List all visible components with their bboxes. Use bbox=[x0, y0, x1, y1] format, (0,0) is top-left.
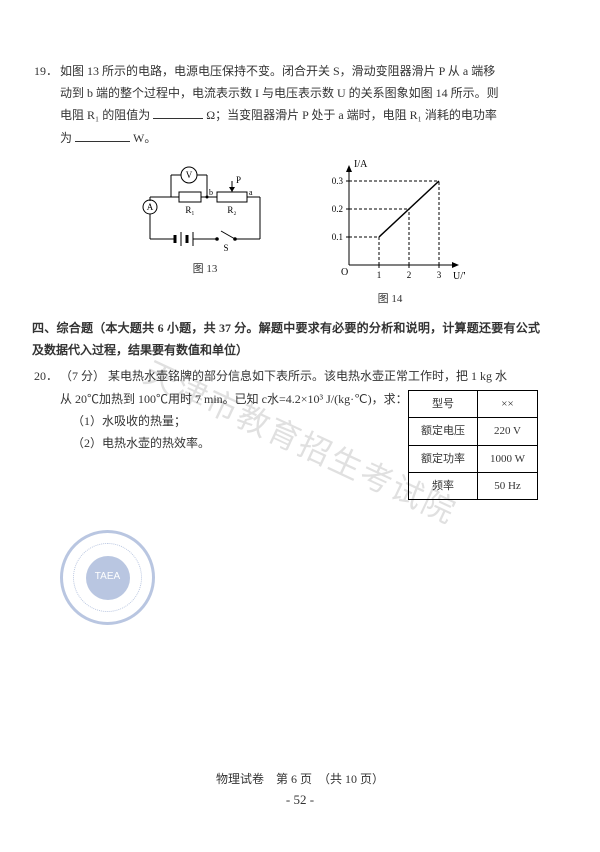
table-row: 频率50 Hz bbox=[409, 473, 538, 500]
table-cell: 额定功率 bbox=[409, 445, 478, 472]
svg-text:0.3: 0.3 bbox=[332, 176, 344, 186]
seal-text: TAEA bbox=[86, 556, 130, 600]
table-cell: 1000 W bbox=[478, 445, 538, 472]
graph-iv: I/A U/V O 0.1 0.2 0.3 1 2 3 bbox=[315, 157, 465, 287]
q20-points: （7 分） bbox=[60, 369, 105, 383]
kettle-spec-table: 型号××额定电压220 V额定功率1000 W频率50 Hz bbox=[408, 390, 538, 500]
svg-text:O: O bbox=[341, 267, 348, 278]
blank-resistance bbox=[153, 108, 203, 119]
page-number: - 52 - bbox=[0, 788, 600, 812]
figure-14-label: 图 14 bbox=[378, 289, 403, 309]
svg-text:b: b bbox=[209, 188, 213, 197]
seal-stamp: TAEA bbox=[60, 530, 155, 625]
svg-text:P: P bbox=[236, 175, 241, 185]
section-4-title: 四、综合题（本大题共 6 小题，共 37 分。解题中要求有必要的分析和说明，计算… bbox=[32, 317, 540, 361]
svg-text:3: 3 bbox=[437, 270, 442, 280]
svg-text:I/A: I/A bbox=[354, 159, 368, 170]
svg-text:V: V bbox=[186, 170, 193, 180]
q20-number: 20． bbox=[32, 365, 58, 387]
figures-row: A V R₁ R₂ Pa b S 图 13 I/A U/V O 0.1 0.2 0.3 1 2 3 图 14 bbox=[60, 157, 540, 309]
q19-line1: 如图 13 所示的电路，电源电压保持不变。闭合开关 S，滑动变阻器滑片 P 从 … bbox=[60, 64, 495, 78]
table-cell: ×× bbox=[478, 391, 538, 418]
question-19: 19． 如图 13 所示的电路，电源电压保持不变。闭合开关 S，滑动变阻器滑片 … bbox=[60, 60, 540, 149]
table-row: 型号×× bbox=[409, 391, 538, 418]
svg-text:0.2: 0.2 bbox=[332, 204, 343, 214]
svg-text:a: a bbox=[249, 188, 253, 197]
figure-14: I/A U/V O 0.1 0.2 0.3 1 2 3 图 14 bbox=[315, 157, 465, 309]
svg-text:R₁: R₁ bbox=[185, 205, 194, 215]
blank-power bbox=[75, 130, 130, 141]
table-cell: 220 V bbox=[478, 418, 538, 445]
q19-number: 19． bbox=[32, 60, 58, 82]
table-cell: 50 Hz bbox=[478, 473, 538, 500]
q19-line2: 动到 b 端的整个过程中，电流表示数 I 与电压表示数 U 的关系图象如图 14… bbox=[60, 86, 499, 100]
q19-line4a: 为 bbox=[60, 131, 72, 145]
q19-line3a: 电阻 R₁ 的阻值为 bbox=[60, 108, 150, 122]
table-row: 额定功率1000 W bbox=[409, 445, 538, 472]
q20-line2: 从 20℃加热到 100℃用时 7 min。已知 c水=4.2×10³ J/(k… bbox=[60, 392, 408, 406]
svg-text:A: A bbox=[147, 202, 154, 212]
table-cell: 额定电压 bbox=[409, 418, 478, 445]
table-cell: 频率 bbox=[409, 473, 478, 500]
q19-line3-unit: Ω；当变阻器滑片 P 处于 a 端时，电阻 R₁ 消耗的电功率 bbox=[206, 108, 497, 122]
footer-line: 物理试卷 第 6 页 （共 10 页） bbox=[0, 768, 600, 790]
circuit-diagram: A V R₁ R₂ Pa b S bbox=[135, 157, 275, 257]
q20-line1: 某电热水壶铭牌的部分信息如下表所示。该电热水壶正常工作时，把 1 kg 水 bbox=[108, 369, 507, 383]
svg-text:S: S bbox=[223, 243, 228, 253]
svg-text:1: 1 bbox=[377, 270, 382, 280]
table-row: 额定电压220 V bbox=[409, 418, 538, 445]
q19-line4-unit: W。 bbox=[133, 131, 156, 145]
figure-13-label: 图 13 bbox=[193, 259, 218, 279]
table-cell: 型号 bbox=[409, 391, 478, 418]
svg-text:2: 2 bbox=[407, 270, 412, 280]
svg-text:U/V: U/V bbox=[453, 271, 465, 282]
svg-text:R₂: R₂ bbox=[227, 205, 236, 215]
figure-13: A V R₁ R₂ Pa b S 图 13 bbox=[135, 157, 275, 309]
q19-body: 如图 13 所示的电路，电源电压保持不变。闭合开关 S，滑动变阻器滑片 P 从 … bbox=[60, 60, 540, 149]
svg-text:0.1: 0.1 bbox=[332, 232, 343, 242]
